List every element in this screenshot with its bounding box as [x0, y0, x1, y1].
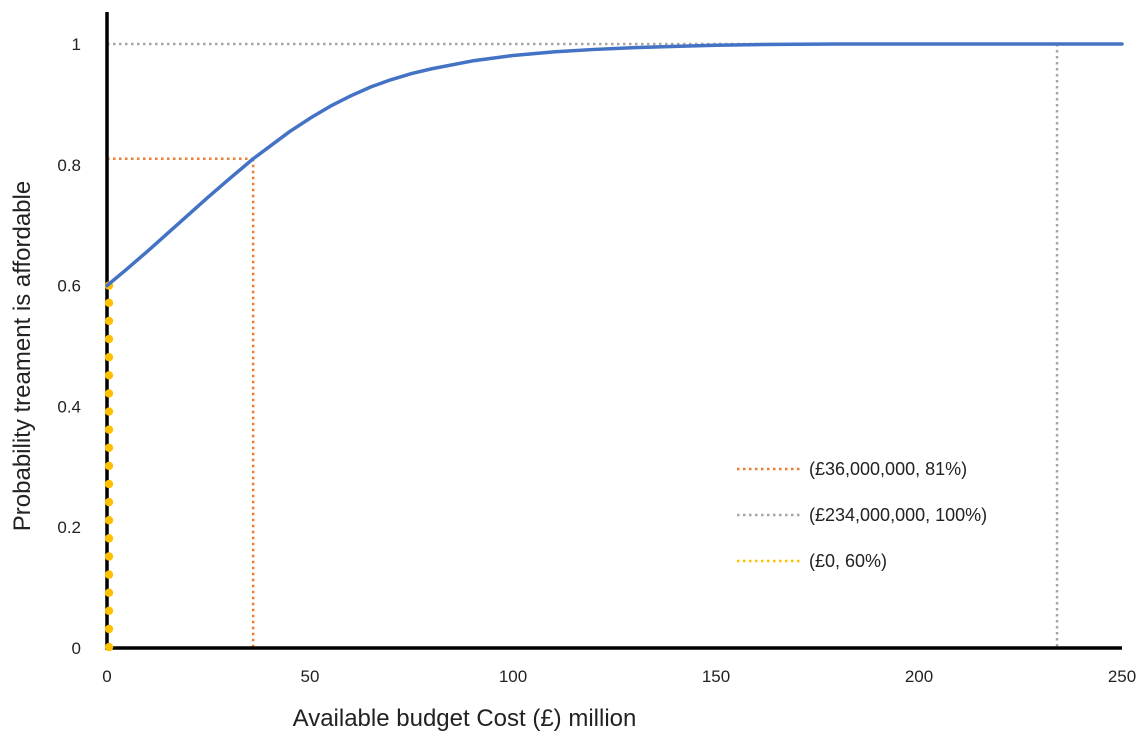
reference-dot-2 [104, 479, 114, 489]
legend-label-1: (£234,000,000, 100%) [809, 505, 987, 525]
y-axis-title: Probability treament is affordable [9, 181, 36, 531]
reference-dot-2 [104, 316, 114, 326]
reference-dot-2 [104, 606, 114, 616]
y-tick-label: 1 [72, 35, 81, 54]
y-tick-label: 0.2 [57, 518, 81, 537]
reference-dot-2 [104, 407, 114, 416]
x-axis-title: Available budget Cost (£) million [293, 705, 637, 732]
x-tick-label: 200 [905, 667, 933, 686]
reference-dot-2 [104, 461, 114, 471]
reference-dot-2 [104, 552, 114, 561]
reference-dot-2 [104, 570, 114, 579]
legend-label-0: (£36,000,000, 81%) [809, 459, 967, 479]
reference-dot-2 [104, 516, 114, 525]
x-tick-label: 250 [1108, 667, 1136, 686]
y-tick-label: 0.6 [57, 277, 81, 296]
x-tick-label: 100 [499, 667, 527, 686]
y-tick-label: 0.4 [57, 397, 81, 416]
x-tick-label: 150 [702, 667, 730, 686]
x-tick-label: 50 [301, 667, 320, 686]
series-line [105, 42, 1124, 288]
reference-dot-2 [104, 352, 114, 362]
y-tick-label: 0 [72, 639, 81, 658]
legend-label-2: (£0, 60%) [809, 551, 887, 571]
reference-dot-2 [104, 371, 114, 380]
reference-dot-2 [104, 443, 114, 452]
reference-dot-2 [104, 334, 114, 344]
reference-dot-2 [104, 624, 114, 634]
reference-dot-2 [104, 497, 114, 507]
reference-dot-2 [104, 588, 114, 597]
x-tick-label: 0 [102, 667, 111, 686]
reference-dot-2 [104, 534, 114, 543]
reference-dot-2 [104, 389, 114, 398]
reference-dot-2 [104, 642, 114, 652]
reference-dot-2 [104, 298, 114, 308]
reference-dot-2 [104, 425, 114, 434]
y-tick-label: 0.8 [57, 156, 81, 175]
